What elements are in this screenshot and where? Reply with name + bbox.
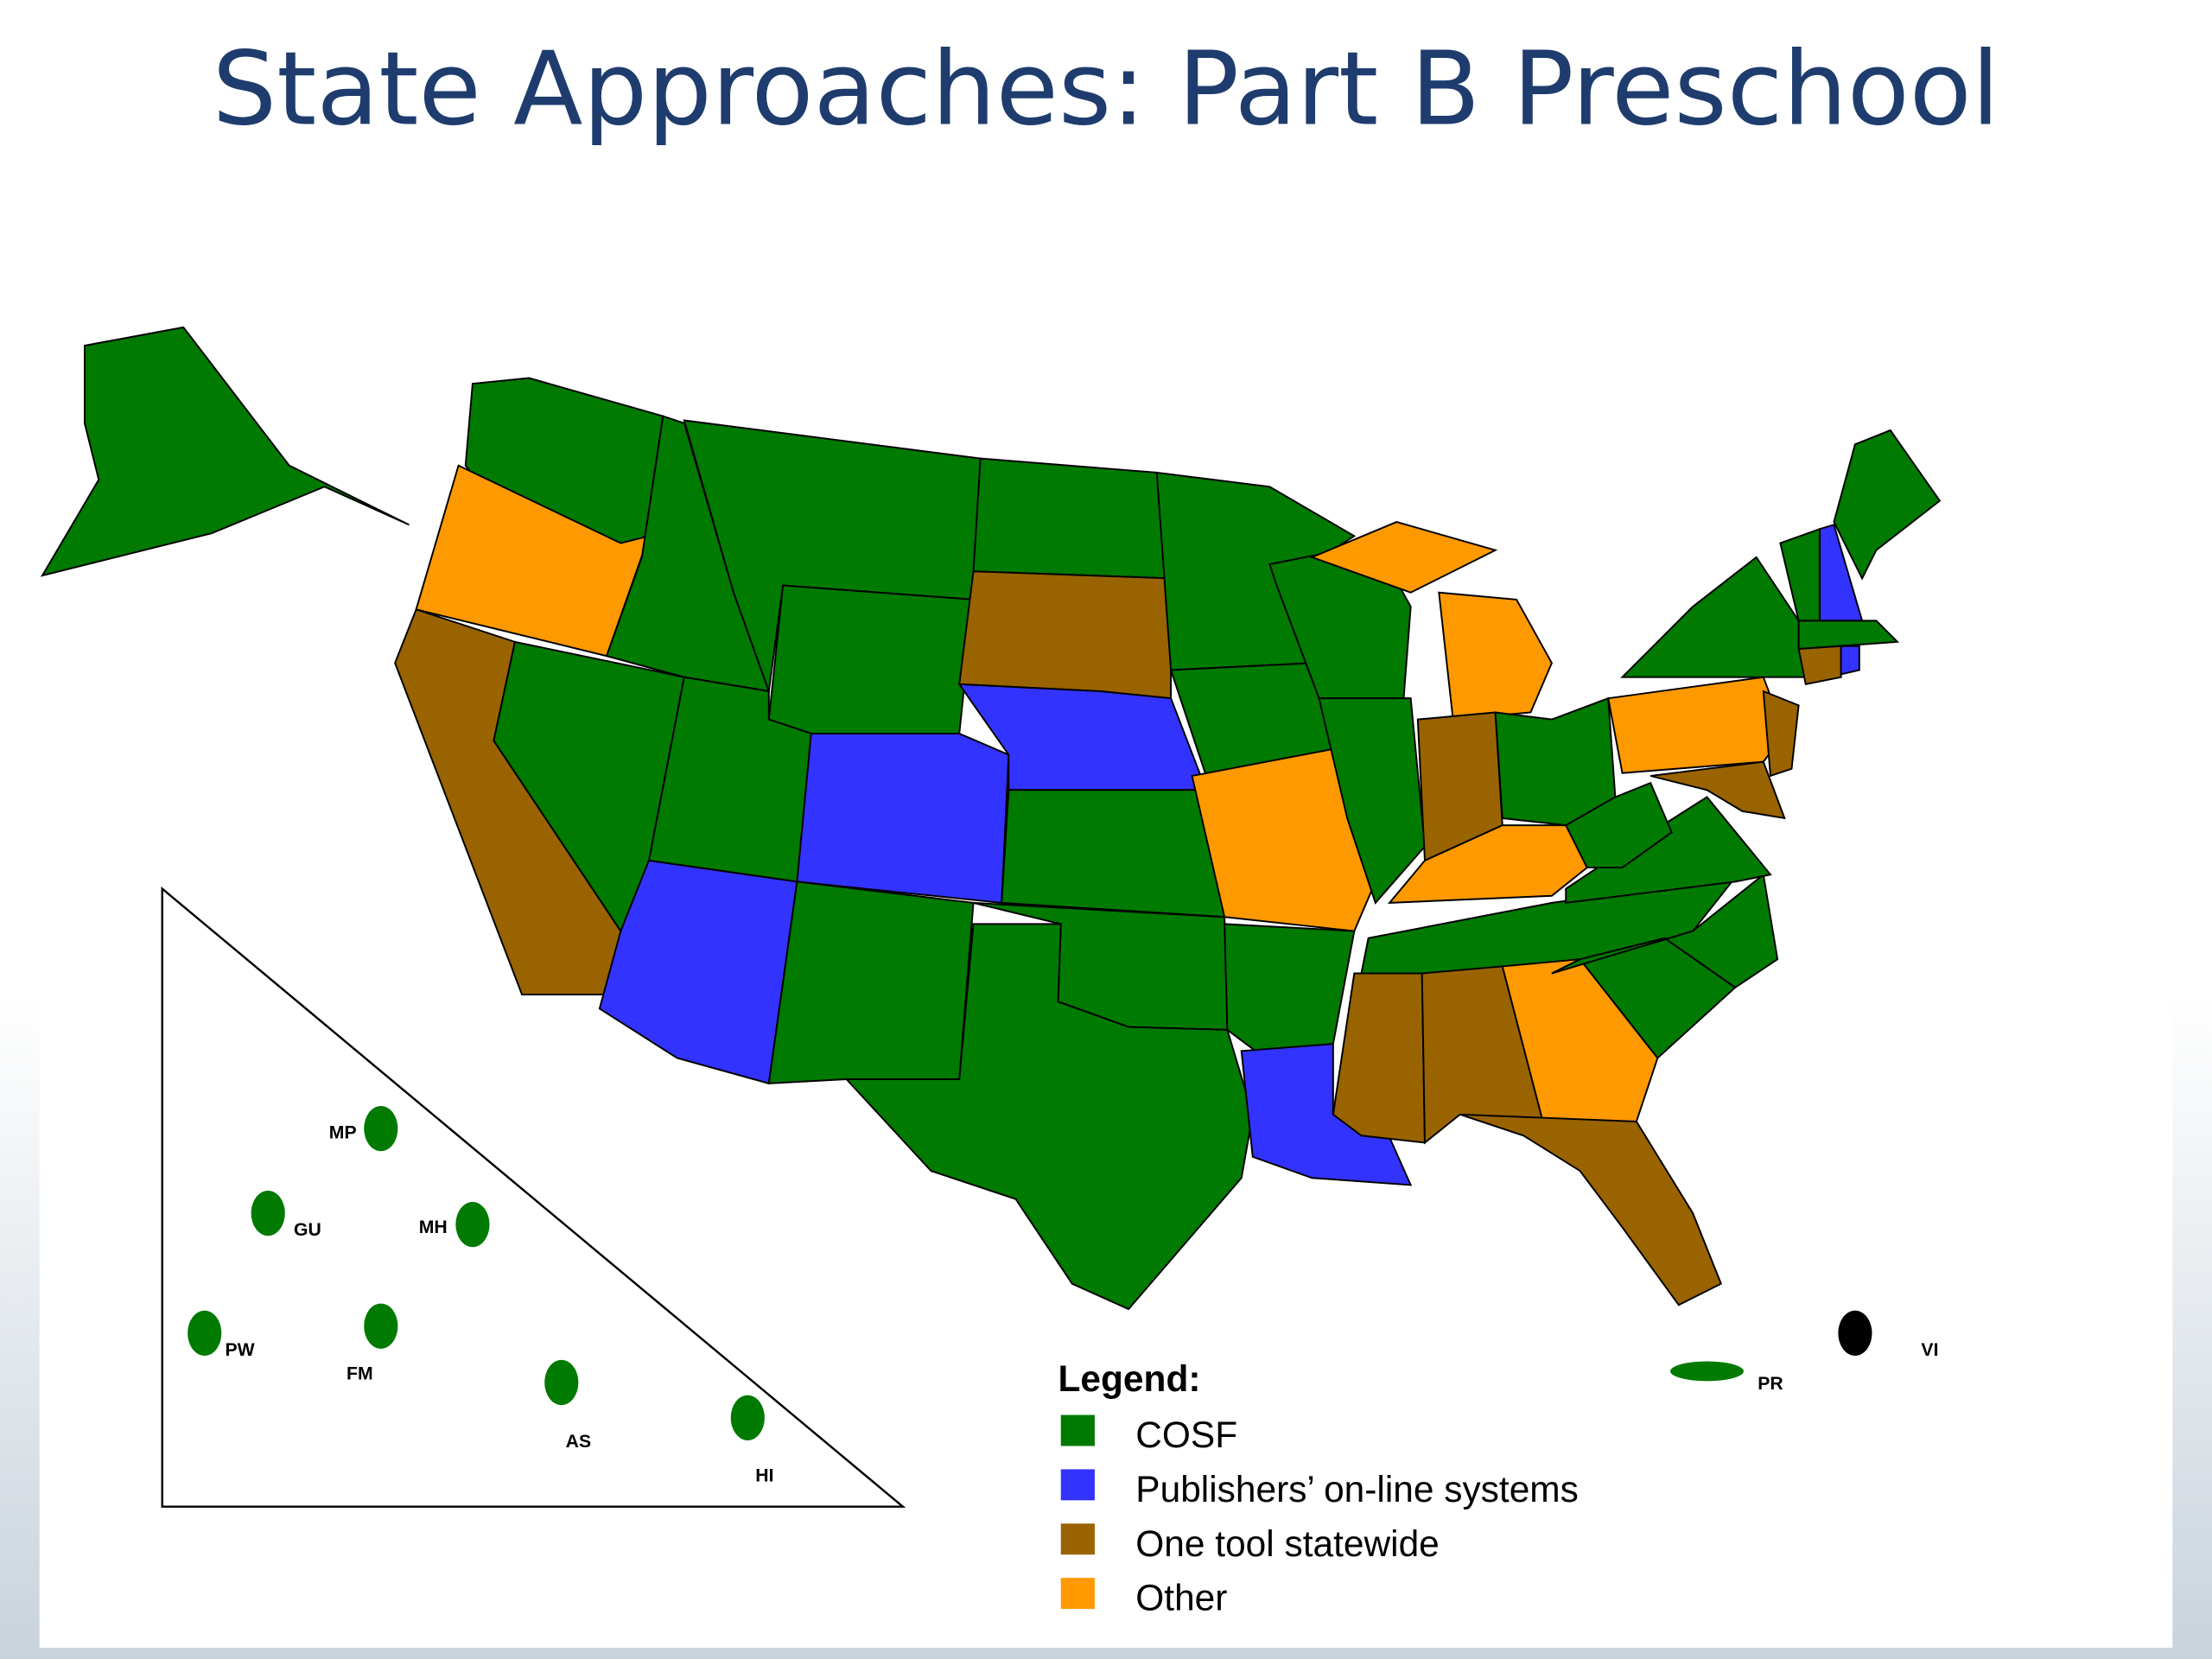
state [1649,760,1786,820]
state [1191,747,1376,932]
state [1332,972,1426,1144]
territory-label: HI [755,1465,773,1485]
legend-label: COSF [1135,1414,1237,1455]
territory-label: MP [329,1123,357,1143]
state [796,733,1010,904]
state [844,923,1254,1311]
legend-swatch [1060,1578,1095,1610]
territory-shape [730,1395,765,1440]
legend-label: One tool statewide [1135,1523,1440,1564]
slide-title: State Approaches: Part B Preschool [213,30,2000,149]
state [1551,873,1779,989]
territory-label: GU [294,1220,321,1240]
territories: MP GU MH PW FM AS HI PR VI [188,1106,1939,1485]
state [767,584,975,734]
state [1224,923,1356,1052]
state [767,880,975,1084]
state [1797,645,1842,685]
state [1797,620,1900,651]
state [1833,429,1942,581]
territory-shape [1838,1310,1872,1356]
territory-shape [188,1310,222,1356]
legend-label: Publishers’ on-line systems [1135,1469,1579,1510]
territory-shape [364,1303,398,1349]
territory-shape [1670,1361,1744,1382]
state [1564,781,1673,869]
territory-label: PW [225,1340,254,1360]
territory-shape [544,1359,579,1406]
state [40,326,410,577]
state [958,570,1173,700]
state [1762,690,1800,778]
territory-shape [364,1106,398,1152]
state [1309,521,1498,594]
territory-label: MH [419,1217,448,1237]
state [1318,697,1426,905]
state [972,457,1173,580]
legend-swatch [1060,1523,1095,1555]
state [1494,696,1617,827]
state [1001,789,1226,918]
us-map [40,326,1942,1311]
legend: Legend: COSF Publishers’ on-line systems O… [1058,1358,1578,1618]
legend-title: Legend: [1058,1358,1200,1399]
territory-label: VI [1921,1340,1938,1360]
state [1438,591,1554,721]
territory-shape [455,1202,490,1248]
legend-label: Other [1135,1578,1227,1618]
state [1459,1113,1723,1306]
territory-label: PR [1758,1374,1783,1394]
state [1240,1043,1413,1186]
state [1840,645,1860,676]
territory-shape [251,1190,285,1236]
legend-swatch [1060,1469,1095,1501]
territory-label: AS [566,1432,591,1452]
state [1501,958,1659,1130]
territory-label: FM [346,1364,373,1384]
inset-frame [161,886,906,1508]
legend-swatch [1060,1414,1095,1446]
